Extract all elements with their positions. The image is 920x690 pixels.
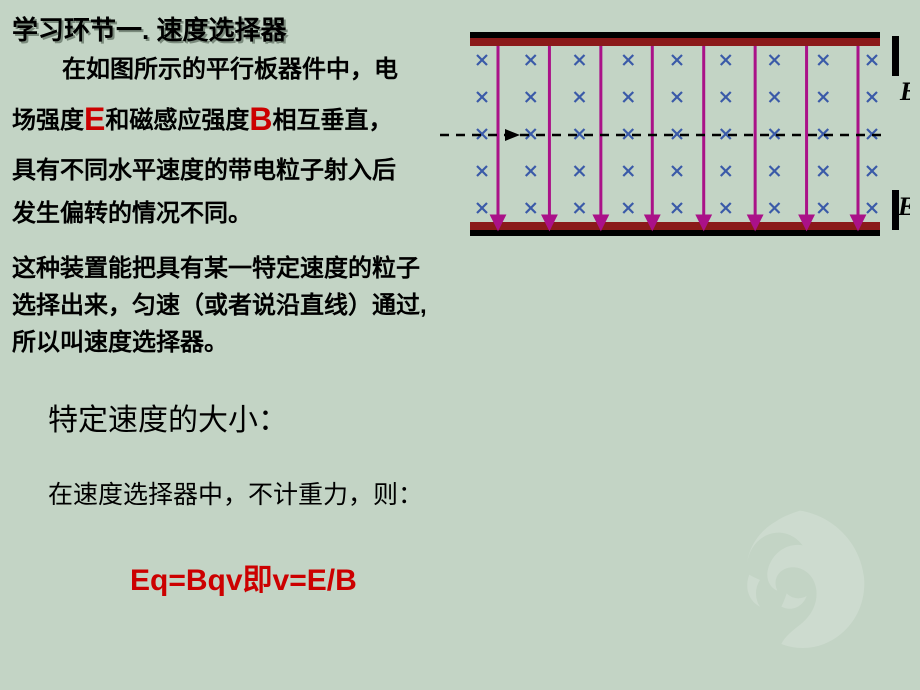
formula: Eq=Bqv即v=E/B [130, 555, 357, 599]
p1-mid: 和磁感应强度 [105, 107, 249, 134]
letter-e: E [84, 101, 105, 137]
subheading: 特定速度的大小： [48, 395, 288, 439]
e-field-arrows [492, 46, 864, 228]
label-e: E [897, 192, 910, 221]
letter-b: B [249, 101, 272, 137]
paragraph-1: 在如图所示的平行板器件中，电场强度E和磁感应强度B相互垂直，具有不同水平速度的带… [12, 48, 407, 235]
velocity-selector-diagram: B E [420, 30, 910, 240]
paragraph-3: 在速度选择器中，不计重力，则： [48, 475, 423, 511]
slide-title: 学习环节一. 速度选择器 [12, 10, 286, 47]
paragraph-2: 这种装置能把具有某一特定速度的粒子选择出来，匀速（或者说沿直线）通过, 所以叫速… [12, 250, 432, 362]
trajectory-arrowhead [505, 129, 520, 141]
dragon-watermark [720, 500, 880, 660]
label-b: B [899, 77, 910, 106]
